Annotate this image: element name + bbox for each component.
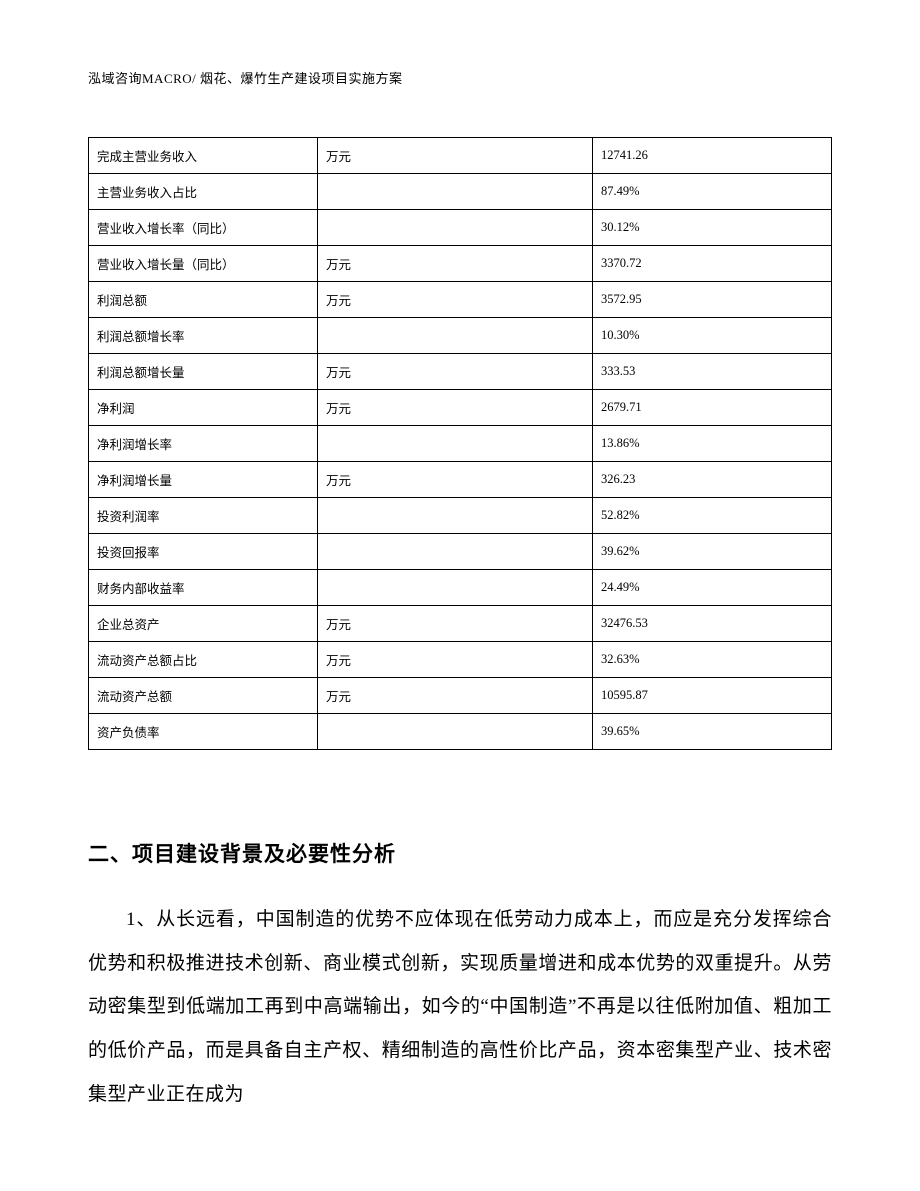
indicator-unit (318, 714, 593, 750)
table-row: 投资回报率 39.62% (89, 534, 832, 570)
indicator-value: 326.23 (593, 462, 832, 498)
indicator-unit: 万元 (318, 462, 593, 498)
table-row: 流动资产总额占比万元32.63% (89, 642, 832, 678)
indicator-label: 财务内部收益率 (89, 570, 318, 606)
financial-indicators-table: 完成主营业务收入万元12741.26主营业务收入占比87.49%营业收入增长率（… (88, 137, 832, 750)
table-row: 净利润增长量万元326.23 (89, 462, 832, 498)
indicator-value: 10.30% (593, 318, 832, 354)
indicator-unit (318, 498, 593, 534)
table-row: 营业收入增长量（同比）万元3370.72 (89, 246, 832, 282)
table-row: 利润总额万元3572.95 (89, 282, 832, 318)
indicator-label: 净利润增长率 (89, 426, 318, 462)
indicator-unit (318, 534, 593, 570)
indicator-value: 3370.72 (593, 246, 832, 282)
indicator-label: 净利润 (89, 390, 318, 426)
indicator-unit: 万元 (318, 390, 593, 426)
indicator-label: 利润总额增长率 (89, 318, 318, 354)
table-row: 投资利润率 52.82% (89, 498, 832, 534)
indicator-unit: 万元 (318, 138, 593, 174)
table-row: 企业总资产万元32476.53 (89, 606, 832, 642)
indicator-label: 流动资产总额占比 (89, 642, 318, 678)
table-row: 资产负债率 39.65% (89, 714, 832, 750)
indicator-label: 投资回报率 (89, 534, 318, 570)
indicator-label: 企业总资产 (89, 606, 318, 642)
table-row: 净利润增长率 13.86% (89, 426, 832, 462)
indicator-unit: 万元 (318, 354, 593, 390)
table-row: 财务内部收益率 24.49% (89, 570, 832, 606)
indicator-value: 13.86% (593, 426, 832, 462)
indicator-value: 12741.26 (593, 138, 832, 174)
indicator-value: 24.49% (593, 570, 832, 606)
indicator-value: 10595.87 (593, 678, 832, 714)
indicator-label: 净利润增长量 (89, 462, 318, 498)
indicator-value: 39.62% (593, 534, 832, 570)
document-page: 泓域咨询MACRO/ 烟花、爆竹生产建设项目实施方案 完成主营业务收入万元127… (0, 0, 920, 1191)
indicator-label: 利润总额增长量 (89, 354, 318, 390)
indicator-label: 利润总额 (89, 282, 318, 318)
indicator-label: 营业收入增长量（同比） (89, 246, 318, 282)
table-row: 完成主营业务收入万元12741.26 (89, 138, 832, 174)
indicator-unit (318, 570, 593, 606)
table-row: 流动资产总额万元10595.87 (89, 678, 832, 714)
indicator-label: 主营业务收入占比 (89, 174, 318, 210)
header-text: 泓域咨询MACRO/ 烟花、爆竹生产建设项目实施方案 (88, 71, 403, 86)
indicator-value: 32.63% (593, 642, 832, 678)
section-heading: 二、项目建设背景及必要性分析 (88, 838, 832, 868)
indicator-unit (318, 318, 593, 354)
paragraph-text: 1、从长远看，中国制造的优势不应体现在低劳动力成本上，而应是充分发挥综合优势和积… (88, 909, 832, 1105)
indicator-value: 3572.95 (593, 282, 832, 318)
indicator-unit (318, 426, 593, 462)
indicator-value: 87.49% (593, 174, 832, 210)
indicator-value: 30.12% (593, 210, 832, 246)
indicator-unit (318, 210, 593, 246)
indicator-value: 333.53 (593, 354, 832, 390)
indicator-unit: 万元 (318, 678, 593, 714)
indicator-unit: 万元 (318, 246, 593, 282)
indicator-value: 39.65% (593, 714, 832, 750)
indicator-unit: 万元 (318, 282, 593, 318)
indicator-label: 营业收入增长率（同比） (89, 210, 318, 246)
indicator-unit: 万元 (318, 642, 593, 678)
indicator-value: 2679.71 (593, 390, 832, 426)
indicator-unit (318, 174, 593, 210)
indicator-label: 资产负债率 (89, 714, 318, 750)
section-heading-text: 二、项目建设背景及必要性分析 (88, 843, 396, 866)
indicator-value: 52.82% (593, 498, 832, 534)
indicator-label: 投资利润率 (89, 498, 318, 534)
indicator-value: 32476.53 (593, 606, 832, 642)
table-row: 营业收入增长率（同比） 30.12% (89, 210, 832, 246)
table-row: 净利润万元2679.71 (89, 390, 832, 426)
table-row: 利润总额增长量万元333.53 (89, 354, 832, 390)
page-header: 泓域咨询MACRO/ 烟花、爆竹生产建设项目实施方案 (88, 68, 832, 87)
table-row: 利润总额增长率 10.30% (89, 318, 832, 354)
indicator-label: 流动资产总额 (89, 678, 318, 714)
indicator-unit: 万元 (318, 606, 593, 642)
indicator-label: 完成主营业务收入 (89, 138, 318, 174)
section-paragraph: 1、从长远看，中国制造的优势不应体现在低劳动力成本上，而应是充分发挥综合优势和积… (88, 898, 832, 1116)
table-row: 主营业务收入占比 87.49% (89, 174, 832, 210)
